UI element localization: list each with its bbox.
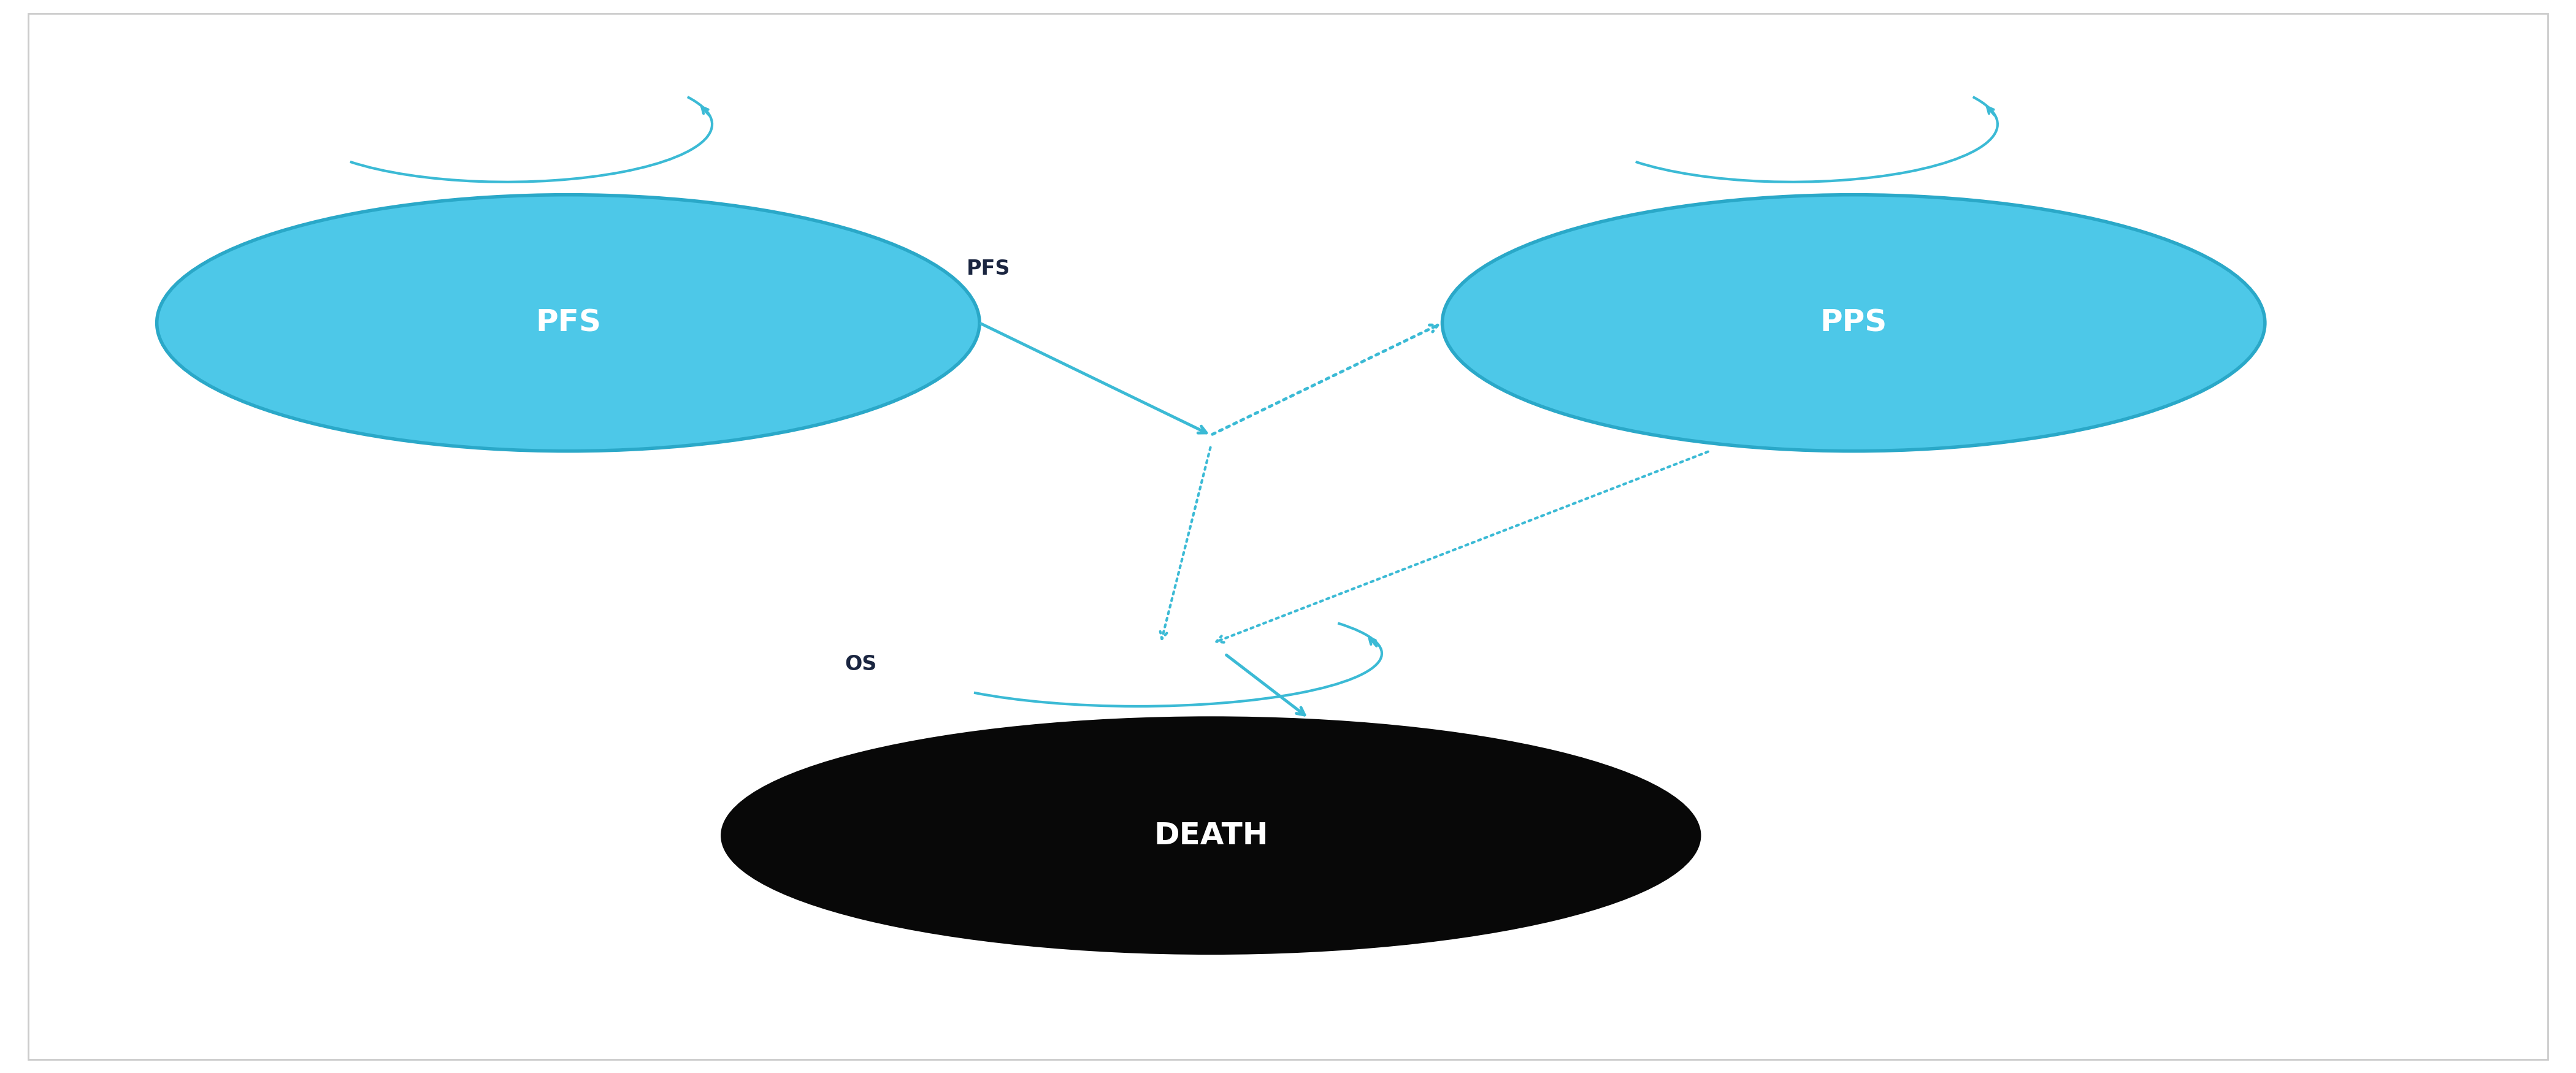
Text: PPS: PPS [1821, 308, 1888, 338]
Text: PFS: PFS [536, 308, 600, 338]
Ellipse shape [157, 195, 979, 451]
Ellipse shape [721, 718, 1700, 953]
Text: OS: OS [845, 655, 876, 674]
Text: DEATH: DEATH [1154, 821, 1267, 850]
Text: PFS: PFS [966, 259, 1010, 279]
Ellipse shape [1443, 195, 2264, 451]
